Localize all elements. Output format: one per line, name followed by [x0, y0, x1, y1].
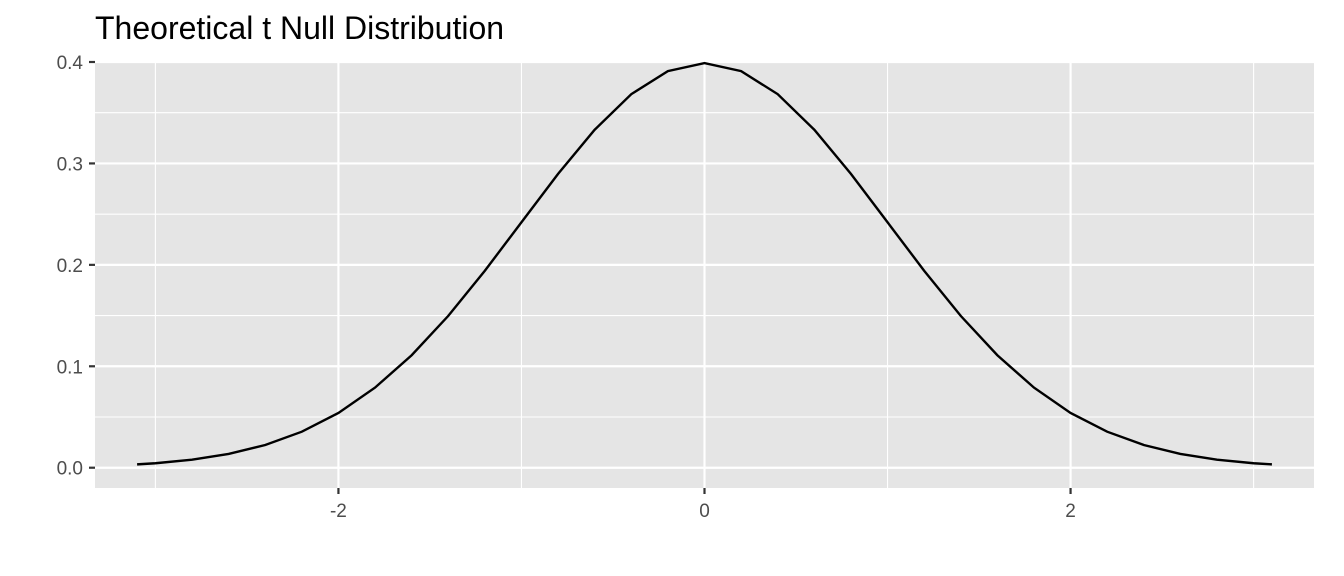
y-tick-label: 0.2 [57, 256, 83, 277]
y-tick-label: 0.1 [57, 357, 83, 378]
major-grid [95, 60, 1314, 488]
curve-layer [137, 61, 1272, 466]
chart-title: Theoretical t Null Distribution [95, 10, 504, 46]
x-tick-label: -2 [330, 501, 347, 522]
density-curve [137, 61, 1272, 466]
y-tick-label: 0.0 [57, 459, 83, 480]
x-tick-label: 2 [1065, 501, 1076, 522]
y-tick-label: 0.3 [57, 154, 83, 175]
x-axis: -2 0 2 [330, 488, 1076, 522]
y-tick-label: 0.4 [57, 53, 84, 74]
y-axis: 0.0 0.1 0.2 0.3 0.4 [57, 53, 95, 480]
x-tick-label: 0 [699, 501, 710, 522]
